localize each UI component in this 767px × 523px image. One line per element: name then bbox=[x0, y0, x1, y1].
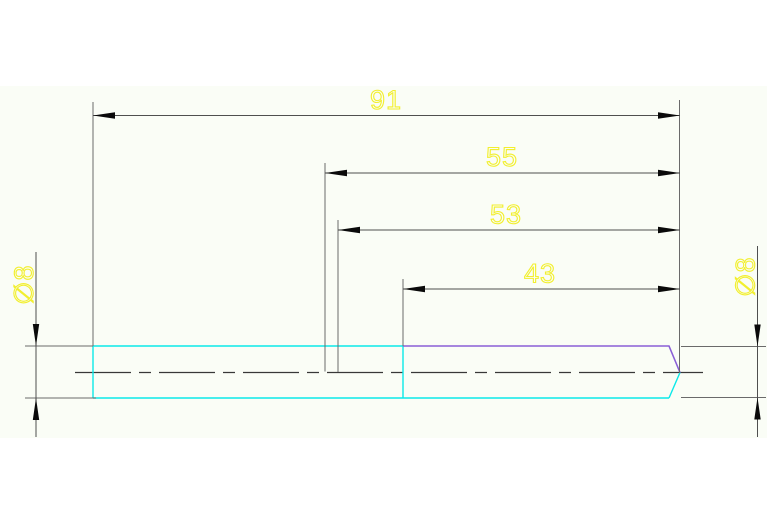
arrow-53-left bbox=[338, 226, 360, 234]
arrow-53-right bbox=[658, 226, 680, 234]
drawing-area-band bbox=[0, 86, 767, 438]
dim-text-55: 55 bbox=[486, 142, 518, 172]
arrow-43-left bbox=[403, 285, 425, 293]
dim-text-dia-right: ∅8 bbox=[731, 256, 761, 297]
dim-text-43: 43 bbox=[524, 259, 556, 289]
shaft-tip-chamfer-bottom bbox=[668, 372, 681, 399]
arrow-43-right bbox=[658, 285, 680, 293]
shaft-top-edge-right-section bbox=[403, 345, 681, 373]
dim-text-91: 91 bbox=[370, 85, 402, 115]
arrow-dia-right-top bbox=[754, 324, 761, 347]
arrow-dia-left-bottom bbox=[32, 398, 40, 420]
dim-text-dia-left: ∅8 bbox=[9, 264, 39, 305]
arrow-91-right bbox=[658, 112, 680, 119]
arrow-dia-left-top bbox=[32, 324, 40, 346]
arrow-dia-right-bottom bbox=[754, 397, 761, 420]
arrow-55-left bbox=[325, 169, 347, 177]
arrow-91-left bbox=[93, 112, 115, 119]
arrow-55-right bbox=[658, 169, 680, 177]
dim-text-53: 53 bbox=[490, 200, 522, 230]
